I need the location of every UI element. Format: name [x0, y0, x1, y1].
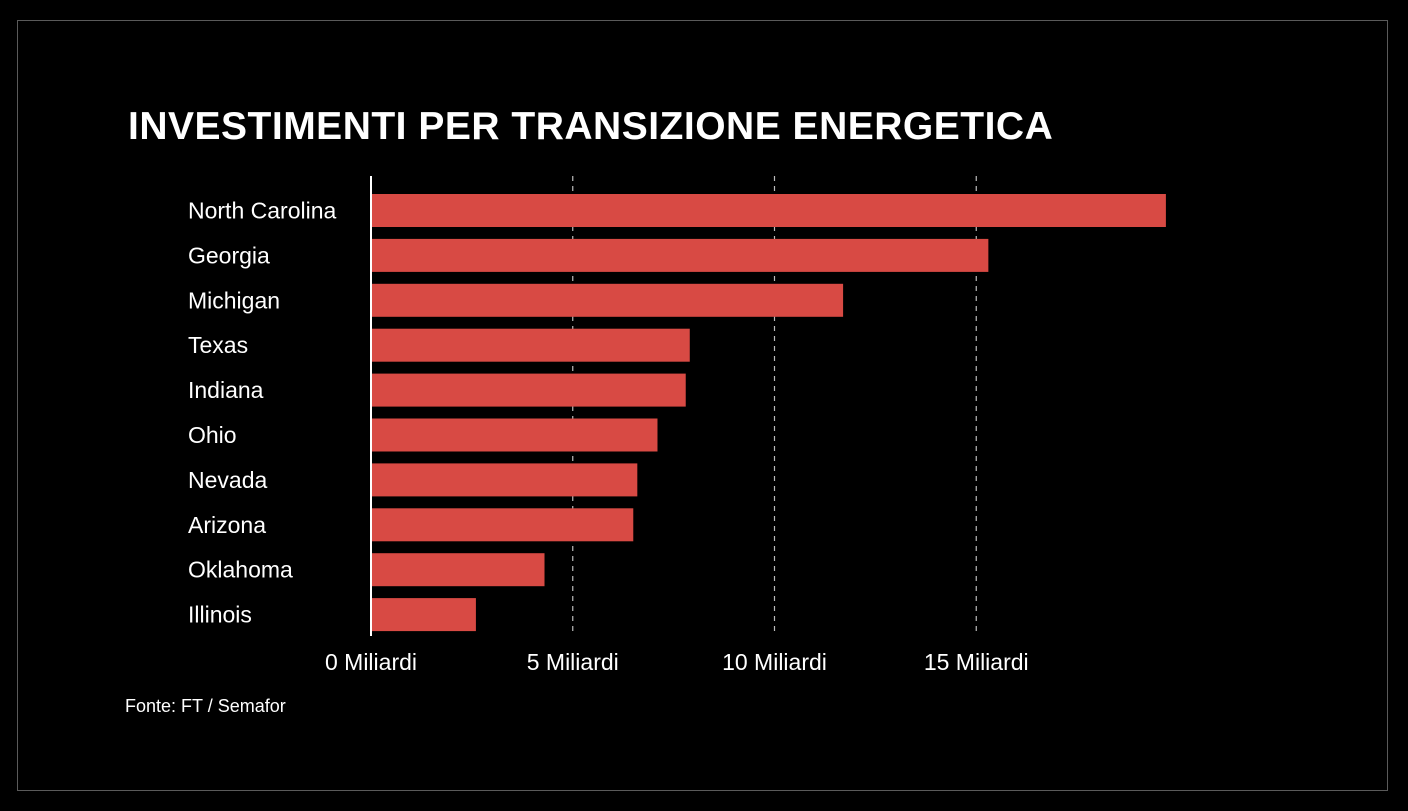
- category-labels: North Carolina Georgia Michigan Texas Indian…: [188, 198, 336, 628]
- category-label: Ohio: [188, 422, 237, 448]
- bar-indiana: [371, 373, 686, 407]
- bar-north-carolina: [371, 194, 1166, 227]
- bar-nevada: [371, 463, 638, 497]
- category-label: Nevada: [188, 467, 267, 493]
- category-label: Oklahoma: [188, 557, 293, 583]
- category-label: Arizona: [188, 512, 266, 538]
- bar-arizona: [371, 508, 634, 542]
- bar-ohio: [371, 418, 658, 452]
- bar-oklahoma: [371, 553, 545, 587]
- category-label: Michigan: [188, 287, 280, 313]
- category-label: Georgia: [188, 242, 270, 268]
- x-tick-label: 10 Miliardi: [722, 649, 827, 675]
- x-tick-label: 15 Miliardi: [924, 649, 1029, 675]
- chart-title: INVESTIMENTI PER TRANSIZIONE ENERGETICA: [128, 105, 1054, 148]
- x-tick-labels: 0 Miliardi 5 Miliardi 10 Miliardi 15 Miliar…: [325, 649, 1029, 675]
- bars: [371, 194, 1166, 632]
- x-tick-label: 5 Miliardi: [527, 649, 619, 675]
- x-tick-label: 0 Miliardi: [325, 649, 417, 675]
- bar-texas: [371, 328, 690, 362]
- source-note: Fonte: FT / Semafor: [125, 696, 286, 716]
- chart-frame: [17, 20, 1388, 791]
- category-label: North Carolina: [188, 198, 336, 224]
- bar-illinois: [371, 598, 476, 632]
- bar-michigan: [371, 283, 844, 317]
- bar-georgia: [371, 238, 989, 272]
- category-label: Indiana: [188, 377, 264, 403]
- category-label: Illinois: [188, 602, 252, 628]
- category-label: Texas: [188, 332, 248, 358]
